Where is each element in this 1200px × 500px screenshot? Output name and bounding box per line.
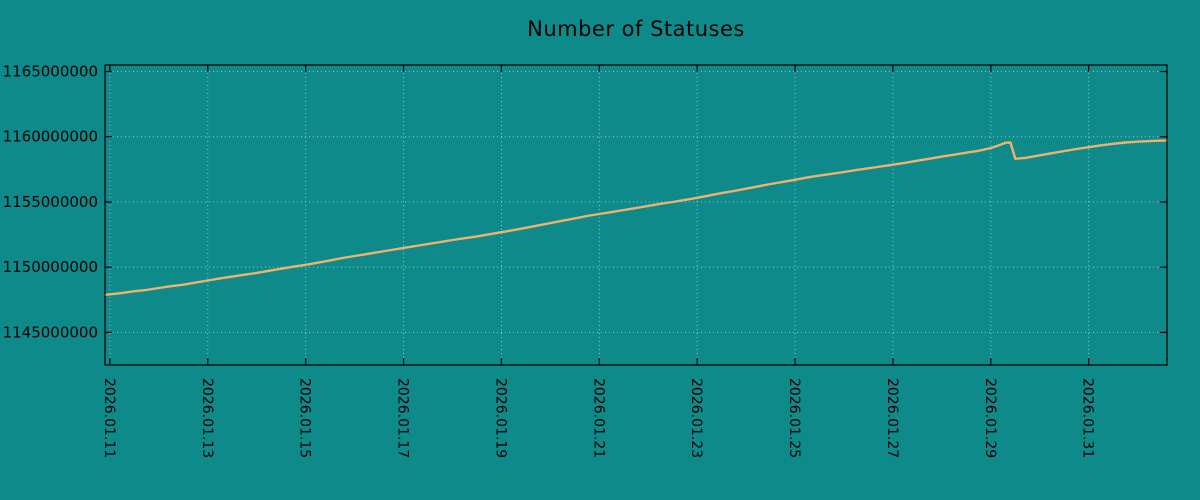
x-tick-label: 2026.01.29 [982,378,998,458]
x-tick-label: 2026.01.13 [199,378,215,458]
x-tick-label: 2026.01.23 [688,378,704,458]
x-tick-label: 2026.01.27 [884,378,900,458]
plot-border [104,64,1168,366]
x-tick-label: 2026.01.15 [297,378,313,458]
x-tick-label: 2026.01.21 [590,378,606,458]
x-tick-label: 2026.01.25 [786,378,802,458]
x-tick-label: 2026.01.17 [395,378,411,458]
y-tick-label: 1165000000 [3,63,98,81]
y-tick-label: 1160000000 [3,128,98,146]
data-line-statuses [103,139,1169,296]
chart-title: Number of Statuses [527,17,745,41]
y-tick-label: 1150000000 [3,258,98,276]
x-tick-label: 2026.01.11 [101,378,117,458]
x-tick-label: 2026.01.19 [492,378,508,458]
y-tick-label: 1155000000 [3,193,98,211]
y-tick-label: 1145000000 [3,323,98,341]
x-tick-label: 2026.01.31 [1080,378,1096,458]
